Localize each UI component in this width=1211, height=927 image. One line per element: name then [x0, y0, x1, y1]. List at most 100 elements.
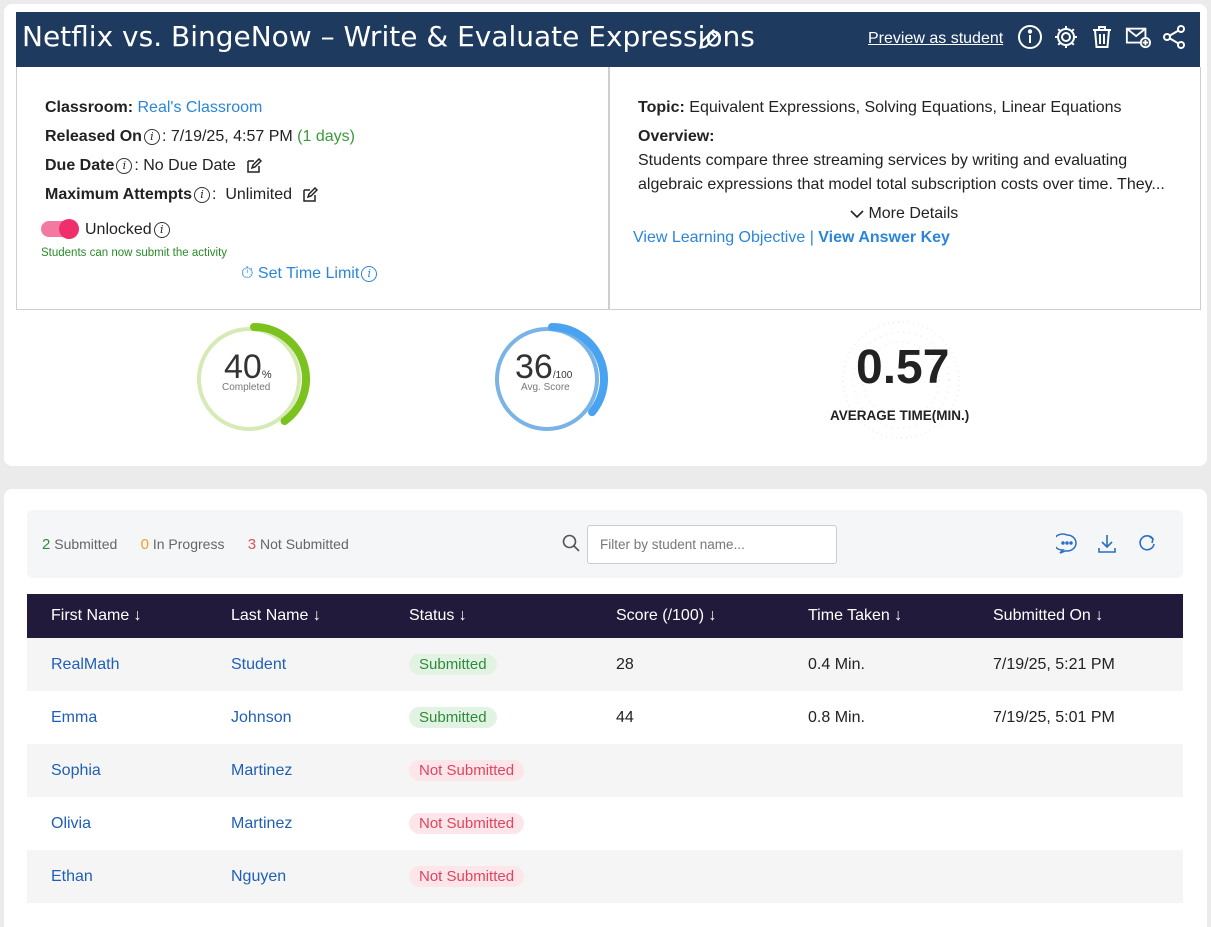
average-time-label: AVERAGE TIME(MIN.) [830, 408, 970, 423]
table-header-row: First Name ↓ Last Name ↓ Status ↓ Score … [27, 594, 1183, 638]
gear-icon[interactable] [1053, 24, 1079, 50]
table-row: Emma Johnson Submitted 44 0.8 Min. 7/19/… [27, 691, 1183, 744]
score-cell [592, 850, 784, 903]
edit-attempts-icon[interactable] [302, 187, 319, 203]
time-taken-cell [784, 850, 969, 903]
student-search-input[interactable] [587, 525, 837, 564]
activity-card: Netflix vs. BingeNow – Write & Evaluate … [4, 4, 1207, 466]
submitted-on-cell: 7/19/25, 5:01 PM [993, 708, 1115, 726]
score-number: 36 [515, 348, 553, 386]
table-row: Olivia Martinez Not Submitted [27, 797, 1183, 850]
comment-icon[interactable] [1056, 533, 1078, 555]
col-time-taken[interactable]: Time Taken ↓ [808, 607, 903, 624]
classroom-link[interactable]: Real's Classroom [137, 99, 263, 116]
table-row: RealMath Student Submitted 28 0.4 Min. 7… [27, 638, 1183, 691]
refresh-icon[interactable] [1136, 533, 1158, 555]
last-name-link[interactable]: Nguyen [231, 867, 287, 885]
first-name-link[interactable]: Ethan [51, 867, 93, 885]
released-info-icon[interactable]: i [143, 129, 160, 145]
completed-label: Completed [222, 382, 271, 393]
last-name-link[interactable]: Johnson [231, 708, 292, 726]
time-taken-cell: 0.8 Min. [808, 708, 865, 726]
status-badge: Submitted [409, 707, 497, 728]
toggle-knob [59, 219, 79, 239]
table-row: Sophia Martinez Not Submitted [27, 744, 1183, 797]
activity-details-panel: Classroom: Real's Classroom Released On … [16, 67, 609, 310]
submissions-card: 2 Submitted 0 In Progress 3 Not Submitte… [4, 489, 1207, 927]
col-last-name[interactable]: Last Name ↓ [231, 607, 321, 624]
submitted-count-label: Submitted [54, 536, 118, 552]
status-badge: Not Submitted [409, 866, 525, 887]
last-name-link[interactable]: Student [231, 655, 287, 673]
max-attempts-info-icon[interactable]: i [193, 187, 210, 203]
col-first-name[interactable]: First Name ↓ [51, 607, 142, 624]
max-attempts-label: Maximum Attempts [45, 186, 192, 203]
share-icon[interactable] [1161, 24, 1187, 50]
last-name-link[interactable]: Martinez [231, 814, 293, 832]
info-icon[interactable] [1017, 24, 1043, 50]
overview-text: Students compare three streaming service… [638, 152, 1165, 193]
set-time-limit-link[interactable]: ⏱ Set Time Limit [241, 265, 360, 282]
score-value: 36/100 [515, 348, 572, 387]
col-status[interactable]: Status ↓ [409, 607, 467, 624]
download-icon[interactable] [1096, 533, 1118, 555]
first-name-link[interactable]: Emma [51, 708, 98, 726]
edit-title-icon[interactable] [696, 26, 722, 52]
submissions-table: First Name ↓ Last Name ↓ Status ↓ Score … [27, 594, 1183, 903]
due-date-row: Due Date i : No Due Date [45, 157, 262, 175]
chevron-down-icon [850, 210, 864, 219]
trash-icon[interactable] [1089, 24, 1115, 50]
view-learning-objective-link[interactable]: View Learning Objective [633, 229, 806, 246]
clock-watermark-icon [842, 321, 960, 439]
status-badge: Submitted [409, 654, 497, 675]
status-counts: 2 Submitted 0 In Progress 3 Not Submitte… [42, 536, 349, 553]
email-add-icon[interactable] [1125, 24, 1151, 50]
lock-status-label: Unlocked [85, 221, 152, 238]
table-row: Ethan Nguyen Not Submitted [27, 850, 1183, 903]
score-arc [548, 323, 608, 417]
due-date-info-icon[interactable]: i [116, 158, 133, 174]
topic-row: Topic: Equivalent Expressions, Solving E… [638, 99, 1122, 117]
classroom-label: Classroom: [45, 99, 134, 116]
submissions-toolbar: 2 Submitted 0 In Progress 3 Not Submitte… [27, 510, 1183, 578]
unlock-toggle[interactable] [41, 219, 79, 239]
col-submitted-on[interactable]: Submitted On ↓ [993, 607, 1104, 624]
submitted-on-cell: 7/19/25, 5:21 PM [993, 655, 1115, 673]
not-submitted-count: 3 [247, 536, 257, 553]
preview-as-student-link[interactable]: Preview as student [868, 30, 1004, 47]
status-badge: Not Submitted [409, 813, 525, 834]
due-date-value: : No Due Date [134, 157, 236, 174]
objective-links-row: View Learning Objective | View Answer Ke… [633, 229, 950, 247]
score-unit: /100 [552, 370, 573, 381]
max-attempts-row: Maximum Attempts i : Unlimited [45, 186, 319, 204]
first-name-link[interactable]: Sophia [51, 761, 101, 779]
due-date-label: Due Date [45, 157, 115, 174]
view-answer-key-link[interactable]: View Answer Key [818, 229, 950, 246]
last-name-link[interactable]: Martinez [231, 761, 293, 779]
released-days: (1 days) [297, 128, 355, 145]
classroom-row: Classroom: Real's Classroom [45, 99, 262, 117]
submitted-on-cell [969, 797, 1183, 850]
edit-due-date-icon[interactable] [246, 158, 262, 174]
score-cell: 28 [616, 655, 634, 673]
score-gauge [495, 323, 608, 431]
lock-info-icon[interactable]: i [153, 222, 170, 238]
time-taken-cell [784, 744, 969, 797]
link-separator: | [805, 229, 819, 246]
first-name-link[interactable]: RealMath [51, 655, 120, 673]
first-name-link[interactable]: Olivia [51, 814, 92, 832]
more-details-label: More Details [868, 205, 959, 222]
time-limit-info-icon[interactable]: i [361, 266, 378, 282]
more-details-toggle[interactable]: More Details [850, 205, 958, 223]
in-progress-count-label: In Progress [152, 536, 225, 552]
score-cell [592, 797, 784, 850]
activity-title: Netflix vs. BingeNow – Write & Evaluate … [22, 20, 755, 53]
status-badge: Not Submitted [409, 760, 525, 781]
submitted-count: 2 [42, 536, 51, 553]
completed-unit: % [261, 369, 272, 381]
overview-panel: Topic: Equivalent Expressions, Solving E… [609, 67, 1201, 310]
submitted-on-cell [969, 850, 1183, 903]
overview-heading-row: Overview: [638, 128, 714, 146]
col-score[interactable]: Score (/100) ↓ [616, 607, 717, 624]
topic-value: Equivalent Expressions, Solving Equation… [689, 99, 1122, 116]
